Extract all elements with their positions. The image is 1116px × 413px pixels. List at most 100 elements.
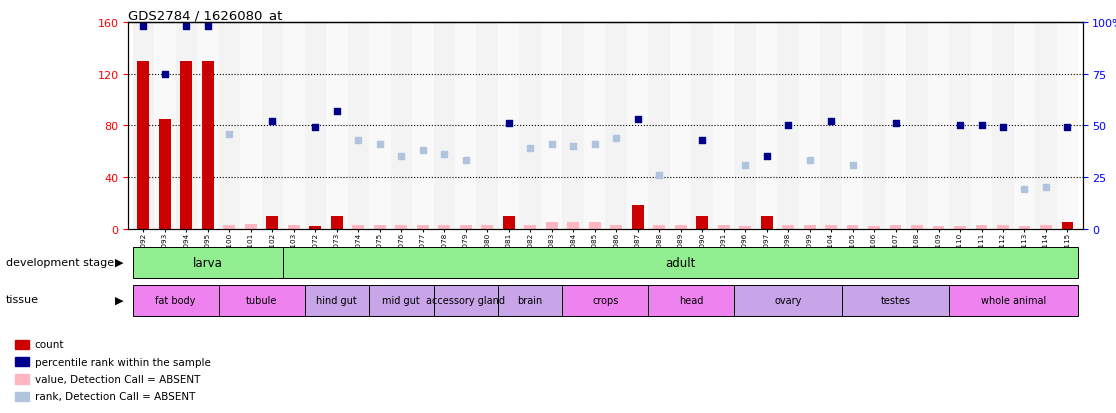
Text: adult: adult (665, 257, 696, 270)
Bar (718, 225, 730, 229)
Bar (15, 374, 29, 384)
Text: head: head (680, 295, 703, 306)
Bar (778, 23, 799, 229)
Bar (841, 285, 950, 316)
Bar (562, 285, 648, 316)
Bar (1040, 225, 1052, 229)
Text: ovary: ovary (775, 295, 801, 306)
Bar (971, 23, 992, 229)
Bar (632, 206, 644, 229)
Bar (481, 225, 493, 229)
Bar (309, 227, 321, 229)
Bar (906, 23, 927, 229)
Bar (927, 23, 950, 229)
Point (542, 141, 560, 148)
Bar (653, 225, 665, 229)
Bar (841, 23, 864, 229)
Bar (498, 285, 562, 316)
Point (1037, 185, 1055, 191)
Bar (868, 227, 881, 229)
Bar (950, 285, 1078, 316)
Bar (933, 227, 944, 229)
Bar (133, 285, 219, 316)
Point (199, 24, 217, 30)
Bar (305, 23, 326, 229)
Bar (283, 23, 305, 229)
Bar (369, 23, 391, 229)
Bar (137, 62, 150, 229)
Bar (610, 225, 622, 229)
Point (221, 131, 239, 138)
Bar (584, 23, 605, 229)
Bar (864, 23, 885, 229)
Bar (326, 23, 347, 229)
Bar (240, 23, 261, 229)
Point (822, 119, 840, 125)
Point (693, 137, 711, 144)
Bar (133, 248, 283, 279)
Bar (15, 357, 29, 366)
Bar (181, 62, 192, 229)
Point (307, 125, 325, 131)
Bar (696, 216, 708, 229)
Bar (498, 23, 519, 229)
Point (628, 116, 646, 123)
Bar (975, 225, 988, 229)
Bar (347, 23, 369, 229)
Bar (133, 23, 154, 229)
Bar (158, 119, 171, 229)
Bar (675, 225, 686, 229)
Point (156, 71, 174, 78)
Bar (455, 23, 477, 229)
Bar (175, 23, 198, 229)
Bar (439, 225, 450, 229)
Bar (825, 225, 837, 229)
Bar (391, 23, 412, 229)
Bar (605, 23, 627, 229)
Point (607, 135, 625, 142)
Point (565, 143, 583, 150)
Point (393, 154, 411, 160)
Bar (261, 23, 283, 229)
Bar (713, 23, 734, 229)
Point (500, 121, 518, 127)
Bar (1057, 23, 1078, 229)
Point (263, 119, 281, 125)
Bar (519, 23, 541, 229)
Bar (223, 225, 235, 229)
Bar (954, 227, 966, 229)
Bar (734, 23, 756, 229)
Text: GDS2784 / 1626080_at: GDS2784 / 1626080_at (128, 9, 282, 21)
Text: ▶: ▶ (115, 294, 124, 304)
Text: ▶: ▶ (115, 257, 124, 267)
Bar (589, 223, 600, 229)
Text: accessory gland: accessory gland (426, 295, 506, 306)
Point (1016, 187, 1033, 193)
Bar (353, 225, 364, 229)
Bar (503, 216, 514, 229)
Bar (885, 23, 906, 229)
Point (951, 123, 969, 129)
Bar (433, 23, 455, 229)
Point (758, 154, 776, 160)
Text: fat body: fat body (155, 295, 195, 306)
Bar (305, 285, 369, 316)
Text: larva: larva (193, 257, 223, 270)
Text: value, Detection Call = ABSENT: value, Detection Call = ABSENT (35, 374, 200, 384)
Bar (1019, 227, 1030, 229)
Bar (782, 225, 793, 229)
Point (328, 108, 346, 115)
Bar (997, 225, 1009, 229)
Bar (219, 285, 305, 316)
Bar (847, 225, 858, 229)
Bar (761, 216, 772, 229)
Point (651, 172, 668, 179)
Point (177, 24, 195, 30)
Text: hind gut: hind gut (317, 295, 357, 306)
Point (994, 125, 1012, 131)
Point (800, 158, 818, 164)
Bar (219, 23, 240, 229)
Bar (417, 225, 429, 229)
Point (414, 147, 432, 154)
Bar (692, 23, 713, 229)
